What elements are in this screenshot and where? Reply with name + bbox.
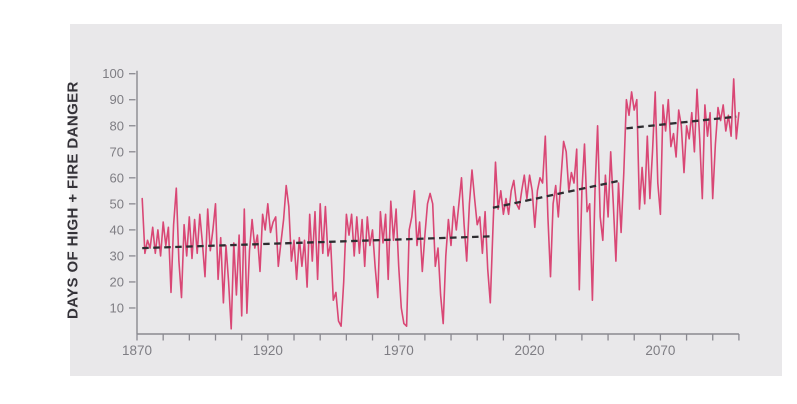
y-tick-label: 20 <box>110 274 124 289</box>
x-tick-label: 1920 <box>253 343 283 358</box>
x-tick-label: 2070 <box>645 343 675 358</box>
y-tick-label: 60 <box>110 170 124 185</box>
x-tick-label: 1970 <box>384 343 414 358</box>
x-tick-label: 1870 <box>122 343 152 358</box>
y-tick-label: 70 <box>110 144 124 159</box>
trend-dashed-line <box>142 235 491 250</box>
fire-danger-line-chart: 10 20 30 40 50 60 70 80 90 100 1870 1920 1970 2020 207… <box>102 66 740 358</box>
y-tick-label: 40 <box>110 222 124 237</box>
y-tick-label: 50 <box>110 196 124 211</box>
y-tick-label: 90 <box>110 92 124 107</box>
x-tick-label: 2020 <box>515 343 545 358</box>
y-axis-title: DAYS OF HIGH + FIRE DANGER <box>64 81 82 319</box>
chart-panel: 10 20 30 40 50 60 70 80 90 100 1870 1920 1970 2020 207… <box>70 24 782 376</box>
y-tick-label: 80 <box>110 118 124 133</box>
y-tick-label: 10 <box>110 300 124 315</box>
y-tick-label: 30 <box>110 248 124 263</box>
trend-dashed-line <box>626 115 737 130</box>
annual-data-line <box>141 78 740 330</box>
y-tick-label: 100 <box>102 66 124 81</box>
